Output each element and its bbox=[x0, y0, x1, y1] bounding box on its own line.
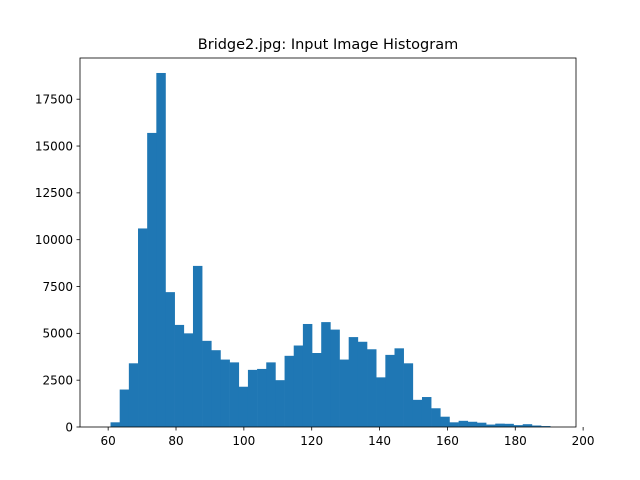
histogram-bar bbox=[147, 132, 157, 428]
x-tick-label: 180 bbox=[504, 434, 527, 448]
histogram-bar bbox=[266, 362, 276, 427]
histogram-bar bbox=[440, 416, 450, 427]
histogram-bar bbox=[449, 422, 459, 427]
histogram-bar bbox=[486, 424, 496, 427]
histogram-bar bbox=[367, 349, 377, 427]
plot-frame bbox=[79, 57, 577, 428]
histogram-bar bbox=[339, 359, 349, 427]
histogram-bar bbox=[467, 421, 478, 427]
histogram-bar bbox=[394, 348, 404, 427]
histogram-bar bbox=[312, 353, 322, 427]
histogram-bar bbox=[229, 362, 240, 427]
y-tick-label: 12500 bbox=[35, 186, 73, 200]
histogram-bar bbox=[348, 337, 359, 427]
y-tick-label: 17500 bbox=[35, 93, 73, 107]
chart-title: Bridge2.jpg: Input Image Histogram bbox=[198, 37, 458, 53]
histogram-bar bbox=[357, 341, 368, 427]
histogram-bars bbox=[110, 72, 551, 428]
histogram-bar bbox=[165, 292, 175, 427]
histogram-bar bbox=[220, 359, 230, 427]
histogram-bar bbox=[211, 350, 221, 427]
y-tick-label: 10000 bbox=[35, 233, 73, 247]
histogram-bar bbox=[156, 72, 166, 427]
x-axis: 60 80 100 120 140 160 180 200 bbox=[101, 427, 595, 448]
histogram-bar bbox=[541, 426, 551, 427]
histogram-bar bbox=[275, 380, 285, 427]
x-tick-label: 80 bbox=[168, 434, 183, 448]
histogram-bar bbox=[110, 422, 120, 427]
x-tick-label: 140 bbox=[368, 434, 391, 448]
histogram-bar bbox=[421, 397, 432, 427]
histogram-bar bbox=[504, 423, 514, 427]
y-tick-label: 7500 bbox=[42, 280, 73, 294]
histogram-bar bbox=[522, 424, 533, 427]
histogram-bar bbox=[257, 368, 267, 427]
x-tick-label: 60 bbox=[101, 434, 116, 448]
histogram-bar bbox=[284, 355, 295, 427]
histogram-bar bbox=[174, 324, 185, 427]
histogram-bar bbox=[376, 377, 386, 427]
x-tick-label: 100 bbox=[232, 434, 255, 448]
histogram-bar bbox=[321, 322, 331, 427]
histogram-bar bbox=[412, 399, 423, 427]
histogram-bar bbox=[403, 363, 414, 427]
histogram-bar bbox=[458, 420, 469, 427]
histogram-bar bbox=[119, 389, 130, 427]
histogram-bar bbox=[531, 425, 542, 427]
histogram-bar bbox=[330, 329, 340, 427]
histogram-bar bbox=[302, 323, 313, 427]
histogram-bar bbox=[513, 425, 524, 427]
histogram-bar bbox=[138, 228, 148, 427]
histogram-bar bbox=[238, 386, 249, 427]
y-axis: 0 2500 5000 7500 10000 12500 15000 17500 bbox=[35, 93, 80, 434]
y-tick-label: 5000 bbox=[42, 327, 73, 341]
histogram-bar bbox=[128, 363, 139, 427]
x-tick-label: 200 bbox=[572, 434, 595, 448]
histogram-bar bbox=[192, 265, 203, 427]
y-tick-label: 2500 bbox=[42, 373, 73, 387]
x-tick-label: 160 bbox=[436, 434, 459, 448]
x-tick-label: 120 bbox=[300, 434, 323, 448]
histogram-bar bbox=[385, 354, 395, 427]
histogram-bar bbox=[202, 340, 212, 427]
histogram-bar bbox=[183, 333, 194, 427]
histogram-bar bbox=[431, 408, 441, 427]
histogram-bar bbox=[247, 369, 258, 427]
y-tick-label: 15000 bbox=[35, 139, 73, 153]
histogram-bar bbox=[293, 345, 304, 427]
histogram-bar bbox=[476, 422, 487, 427]
histogram-bar bbox=[495, 423, 505, 427]
y-tick-label: 0 bbox=[65, 420, 73, 434]
